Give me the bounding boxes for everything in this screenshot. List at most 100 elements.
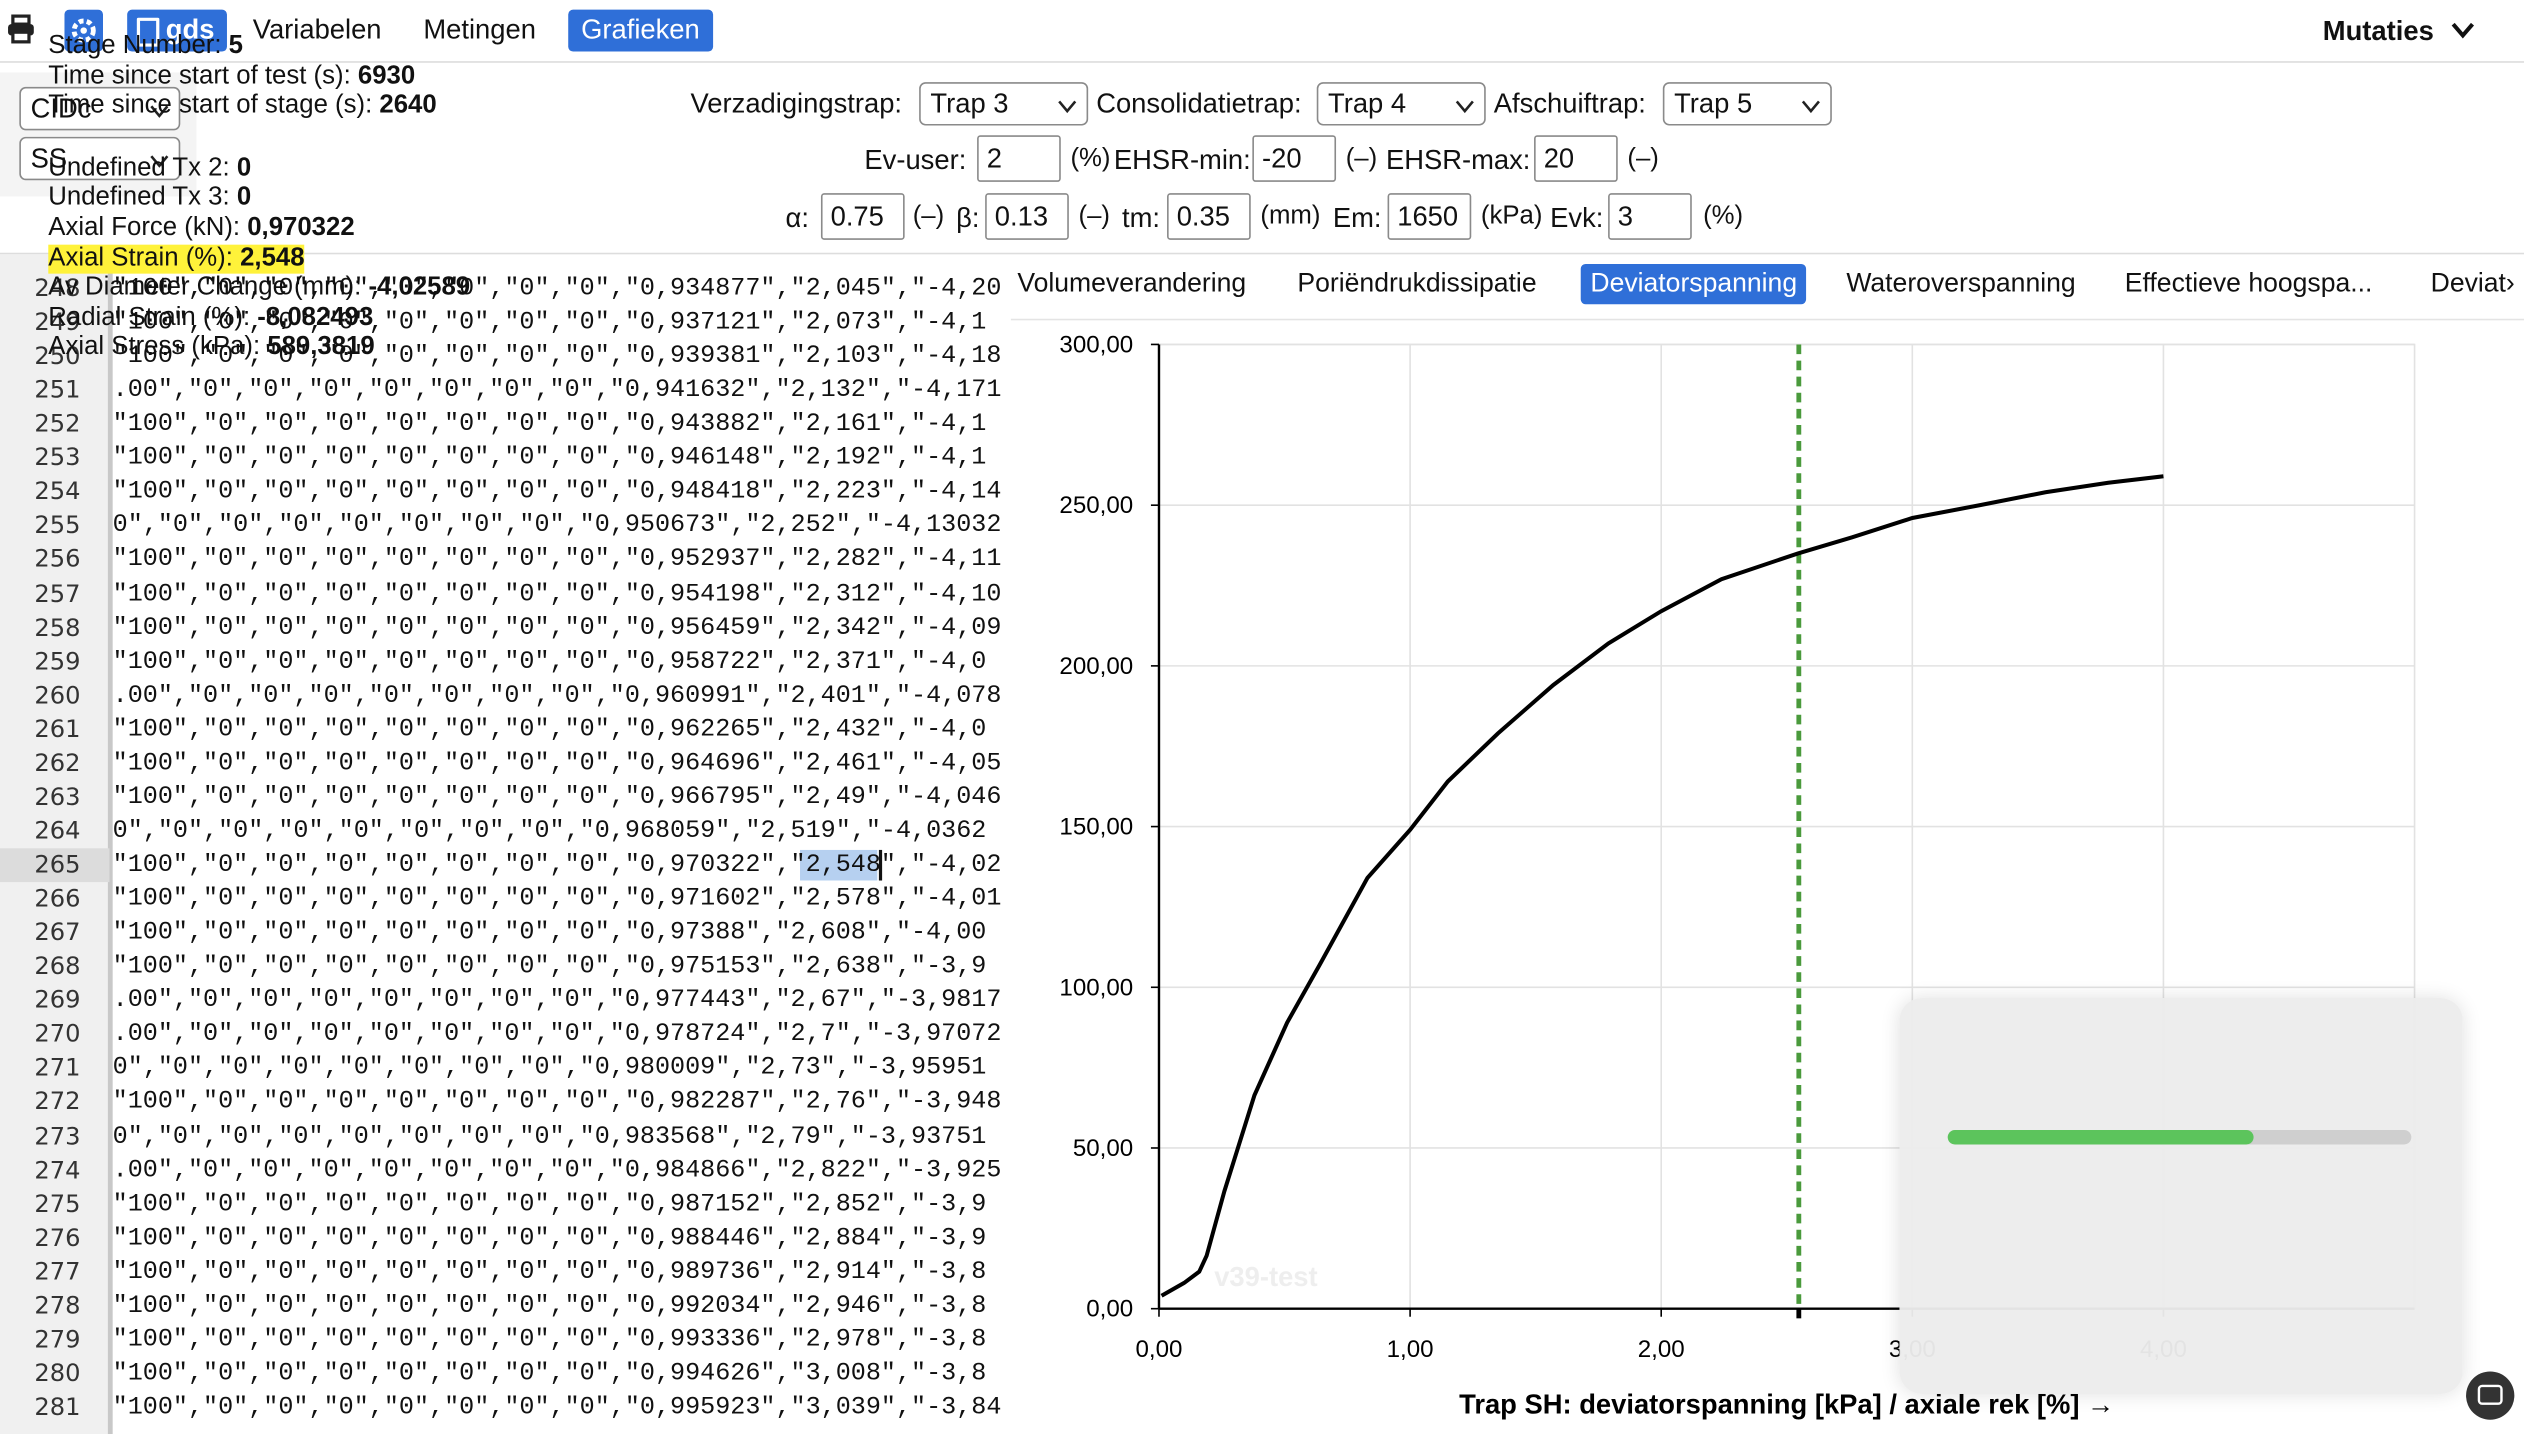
code-line: "100","0","0","0","0","0","0","0","0,987… [112, 1188, 987, 1218]
tab-divider [1010, 318, 2524, 321]
data-line [1160, 474, 2164, 1298]
code-line: .00","0","0","0","0","0","0","0","0,9774… [112, 985, 1002, 1015]
line-number: 255 [34, 510, 81, 540]
code-line: "100","0","0","0","0","0","0","0","0,982… [112, 1087, 1002, 1117]
tooltip-value: 589,3819 [267, 333, 375, 362]
param-unit: (%) [1703, 202, 1744, 231]
line-number: 250 [34, 341, 81, 371]
watermark: v39-test [1214, 1261, 1317, 1292]
code-line: "100","0","0","0","0","0","0","0","0,939… [112, 341, 1002, 371]
stage-select[interactable]: Trap 4 [1316, 82, 1486, 126]
chevron[interactable] [2450, 19, 2476, 42]
chat-button[interactable] [2464, 1370, 2516, 1422]
cursor [878, 849, 883, 881]
param-input[interactable]: 0.75 [820, 193, 905, 240]
code-line: "100","0","0","0","0","0","0","0","0,934… [112, 273, 1002, 303]
code-gutter [0, 254, 108, 1434]
tooltip-row: Undefined Tx 2: 0 [48, 154, 251, 183]
select[interactable]: SS [19, 136, 181, 181]
y-tick-label: 50,00 [1073, 1135, 1133, 1162]
tooltip-label: Axial Strain (%): [48, 244, 233, 272]
tooltip [1899, 998, 2463, 1395]
param-input[interactable]: 3 [1608, 193, 1692, 240]
tooltip-value: 0 [236, 154, 252, 182]
input-value: -20 [1262, 143, 1302, 174]
param-label: Ev-user: [864, 144, 967, 176]
settings-button[interactable] [64, 9, 104, 52]
param-input[interactable]: 0.35 [1167, 193, 1251, 240]
print-icon[interactable] [6, 14, 35, 44]
code-line: 0","0","0","0","0","0","0","0","0,950673… [112, 510, 1002, 540]
mutaties-menu[interactable]: Mutaties [2322, 16, 2434, 47]
tooltip-row: Axial Strain (%): 2,548 [48, 244, 305, 273]
line-number: 262 [34, 748, 81, 778]
code-line: "100","0","0","0","0","0","0","0","0,948… [112, 477, 1002, 507]
menu-item[interactable]: Grafieken [568, 9, 713, 52]
menu-item[interactable]: Metingen [423, 14, 536, 46]
select[interactable]: CIDc [19, 86, 181, 131]
param-label: EHSR-min: [1113, 144, 1251, 176]
input-value: 20 [1543, 143, 1575, 174]
tab[interactable]: Deviat› [2430, 268, 2515, 298]
stage-select[interactable]: Trap 3 [919, 82, 1089, 126]
line-number: 253 [34, 443, 81, 473]
param-unit: (%) [1070, 144, 1111, 173]
line-number: 263 [34, 782, 81, 812]
code-line: .00","0","0","0","0","0","0","0","0,9609… [112, 680, 1002, 710]
param-label: β: [956, 202, 980, 234]
tab[interactable]: Volumeverandering [1017, 268, 1247, 298]
chevron [1455, 100, 1474, 114]
param-input[interactable]: 0.13 [985, 193, 1069, 240]
code-line: "100","0","0","0","0","0","0","0","0,937… [112, 307, 987, 337]
select-value: Trap 5 [1674, 88, 1753, 120]
param-input[interactable]: -20 [1252, 135, 1337, 182]
stage-select[interactable]: Trap 5 [1662, 82, 1832, 126]
param-label: α: [785, 202, 809, 234]
tooltip-value: 0,970322 [247, 214, 355, 242]
tab[interactable]: Poriëndrukdissipatie [1297, 268, 1537, 298]
code-line: "100","0","0","0","0","0","0","0","0,989… [112, 1256, 987, 1286]
tooltip-value: 6930 [357, 62, 416, 90]
param-unit: (kPa) [1480, 202, 1543, 231]
tooltip-row: Axial Stress (kPa): 589,3819 [48, 334, 374, 363]
line-number: 251 [34, 375, 81, 405]
tab[interactable]: Deviatorspanning [1580, 263, 1807, 305]
progress-fill [1947, 1130, 2254, 1145]
param-unit: (–) [912, 202, 945, 231]
tooltip-label: Axial Stress (kPa): [48, 333, 261, 362]
code-line: "100","0","0","0","0","0","0","0","0,952… [112, 544, 1002, 574]
line-number: 280 [34, 1358, 81, 1388]
code-line: "100","0","0","0","0","0","0","0","0,973… [112, 917, 987, 947]
stage-label: Afschuiftrap: [1493, 88, 1646, 120]
brand-button[interactable]: gds [127, 9, 228, 52]
param-label: tm: [1121, 202, 1160, 234]
code-line: 0","0","0","0","0","0","0","0","0,968059… [112, 816, 987, 846]
tab[interactable]: Effectieve hoogspa... [2124, 268, 2373, 298]
tooltip-label: Time since start of test (s): [48, 62, 351, 90]
line-number: 271 [34, 1053, 81, 1083]
tooltip-label: Radial Strain (%): [48, 303, 251, 332]
code-line: .00","0","0","0","0","0","0","0","0,9416… [112, 375, 1002, 405]
chevron [1058, 100, 1077, 114]
select-value: SS [30, 143, 68, 174]
y-tick-label: 100,00 [1059, 974, 1133, 1001]
chevron [150, 105, 169, 118]
x-tick-label: 0,00 [1135, 1336, 1182, 1363]
line-number: 281 [34, 1392, 81, 1422]
y-tick-label: 150,00 [1059, 814, 1133, 841]
menu-item[interactable]: Variabelen [252, 14, 382, 46]
param-input[interactable]: 1650 [1387, 193, 1472, 240]
current-line [0, 848, 110, 883]
tooltip-label: Undefined Tx 2: [48, 154, 230, 182]
line-number: 267 [34, 917, 81, 947]
line-number: 261 [34, 714, 81, 744]
param-input[interactable]: 2 [977, 135, 1061, 182]
param-label: Em: [1332, 202, 1382, 234]
tooltip-row: Undefined Tx 3: 0 [48, 184, 251, 213]
tab[interactable]: Wateroverspanning [1846, 268, 2076, 298]
line-number: 254 [34, 477, 81, 507]
param-input[interactable]: 20 [1534, 135, 1618, 182]
y-tick-label: 300,00 [1059, 332, 1133, 359]
tooltip-value: 2,548 [240, 244, 305, 272]
